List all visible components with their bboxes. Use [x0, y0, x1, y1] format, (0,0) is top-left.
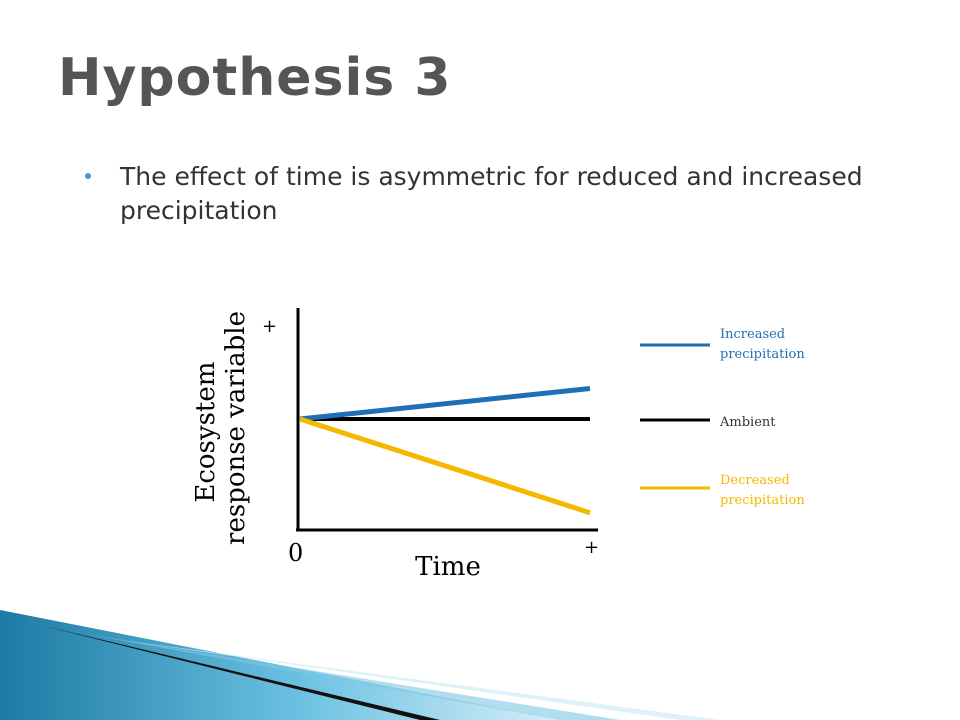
y-axis-label-line-1: Ecosystem	[191, 362, 221, 503]
y-axis-label-line-2: response variable	[221, 311, 251, 545]
chart-axes	[296, 308, 598, 532]
x-axis-label: Time	[415, 552, 481, 582]
series-line-increased-precipitation	[299, 385, 591, 422]
y-axis-label: Ecosystem response variable	[191, 311, 251, 545]
x-axis-origin-tick-label: 0	[288, 539, 303, 567]
bullet-dot-icon	[84, 172, 92, 180]
bullet-text: The effect of time is asymmetric for red…	[120, 162, 863, 225]
series-line-decreased-precipitation	[299, 416, 591, 516]
chart-series	[299, 385, 591, 516]
y-axis-end-tick-label: +	[262, 316, 277, 337]
slide-title: Hypothesis 3	[58, 48, 452, 108]
legend-label-increased-precipitation: Increased precipitation	[720, 327, 805, 362]
legend-label-decreased-precipitation: Decreased precipitation	[720, 473, 805, 508]
legend-label-ambient: Ambient	[719, 415, 776, 430]
chart-legend: Increased precipitation Ambient Decreased pr…	[640, 327, 805, 508]
x-axis-end-tick-label: +	[584, 537, 599, 558]
